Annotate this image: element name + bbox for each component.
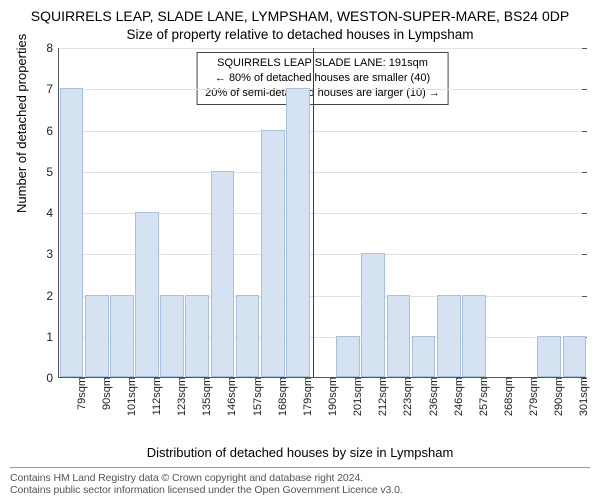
reference-line — [313, 48, 315, 377]
x-tick-label: 201sqm — [348, 377, 364, 416]
bar — [85, 295, 109, 378]
y-tick-label: 0 — [46, 371, 59, 385]
x-tick-label: 301sqm — [574, 377, 590, 416]
x-tick-label: 123sqm — [172, 377, 188, 416]
x-tick-label: 212sqm — [373, 377, 389, 416]
x-tick-label: 268sqm — [499, 377, 515, 416]
y-tick-label: 1 — [46, 330, 59, 344]
bar — [135, 212, 159, 377]
chart-title-main: SQUIRRELS LEAP, SLADE LANE, LYMPSHAM, WE… — [0, 8, 600, 24]
y-tick-mark — [582, 213, 587, 214]
footer-line-2: Contains public sector information licen… — [10, 484, 590, 496]
y-tick-label: 8 — [46, 41, 59, 55]
y-axis-label: Number of detached properties — [14, 34, 29, 213]
legend-line-1: SQUIRRELS LEAP SLADE LANE: 191sqm — [205, 56, 440, 71]
y-tick-mark — [582, 172, 587, 173]
bar — [185, 295, 209, 378]
footer: Contains HM Land Registry data © Crown c… — [10, 467, 590, 496]
y-tick-mark — [582, 48, 587, 49]
bar — [261, 130, 285, 378]
bar — [412, 336, 436, 377]
x-tick-label: 135sqm — [197, 377, 213, 416]
legend-box: SQUIRRELS LEAP SLADE LANE: 191sqm ← 80% … — [196, 52, 449, 105]
y-tick-label: 6 — [46, 124, 59, 138]
x-tick-label: 279sqm — [524, 377, 540, 416]
bar — [286, 88, 310, 377]
bar — [563, 336, 587, 377]
gridline — [59, 172, 586, 173]
x-tick-label: 236sqm — [424, 377, 440, 416]
y-tick-label: 3 — [46, 247, 59, 261]
bar — [211, 171, 235, 377]
y-tick-mark — [582, 296, 587, 297]
chart-area: SQUIRRELS LEAP SLADE LANE: 191sqm ← 80% … — [58, 48, 586, 418]
gridline — [59, 48, 586, 49]
legend-line-2: ← 80% of detached houses are smaller (40… — [205, 71, 440, 86]
gridline — [59, 131, 586, 132]
bar — [160, 295, 184, 378]
bar — [437, 295, 461, 378]
x-tick-label: 223sqm — [398, 377, 414, 416]
x-tick-label: 79sqm — [72, 377, 88, 410]
bar — [387, 295, 411, 378]
y-tick-mark — [582, 89, 587, 90]
x-tick-label: 190sqm — [323, 377, 339, 416]
x-tick-label: 101sqm — [122, 377, 138, 416]
gridline — [59, 89, 586, 90]
y-tick-label: 4 — [46, 206, 59, 220]
x-tick-label: 246sqm — [449, 377, 465, 416]
x-tick-label: 179sqm — [298, 377, 314, 416]
x-tick-label: 257sqm — [474, 377, 490, 416]
x-tick-label: 146sqm — [222, 377, 238, 416]
chart-title-sub: Size of property relative to detached ho… — [0, 27, 600, 42]
x-tick-label: 168sqm — [273, 377, 289, 416]
bar — [462, 295, 486, 378]
y-tick-label: 5 — [46, 165, 59, 179]
plot-region: SQUIRRELS LEAP SLADE LANE: 191sqm ← 80% … — [58, 48, 586, 378]
x-tick-label: 290sqm — [549, 377, 565, 416]
x-axis-label: Distribution of detached houses by size … — [0, 445, 600, 460]
y-tick-mark — [582, 131, 587, 132]
x-tick-label: 112sqm — [147, 377, 163, 415]
bar — [361, 253, 385, 377]
bar — [110, 295, 134, 378]
x-tick-label: 90sqm — [97, 377, 113, 410]
y-tick-label: 2 — [46, 289, 59, 303]
bar — [236, 295, 260, 378]
legend-line-3: 20% of semi-detached houses are larger (… — [205, 86, 440, 101]
bar — [336, 336, 360, 377]
x-tick-label: 157sqm — [248, 377, 264, 416]
footer-line-1: Contains HM Land Registry data © Crown c… — [10, 472, 590, 484]
y-tick-label: 7 — [46, 82, 59, 96]
bar — [537, 336, 561, 377]
bar — [60, 88, 84, 377]
y-tick-mark — [582, 254, 587, 255]
